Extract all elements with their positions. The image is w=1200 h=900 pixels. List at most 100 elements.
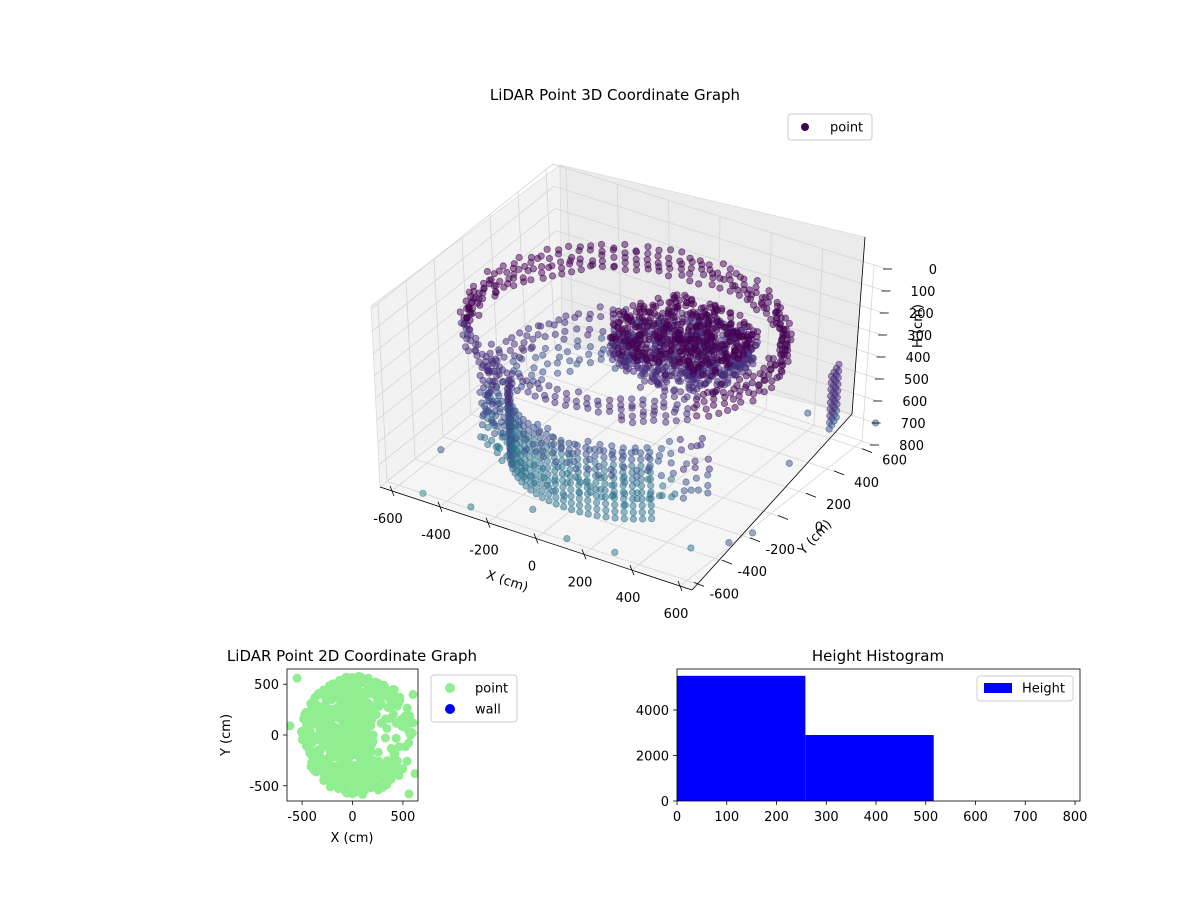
point-3d bbox=[490, 429, 499, 438]
point-3d bbox=[597, 493, 606, 501]
point-3d bbox=[777, 357, 785, 365]
point-3d bbox=[691, 464, 699, 472]
point-3d bbox=[515, 253, 523, 262]
point-3d bbox=[675, 358, 684, 367]
point-3d bbox=[584, 503, 592, 511]
point-3d bbox=[638, 508, 647, 517]
x-tick-label-3d: 0 bbox=[528, 560, 536, 575]
point-3d bbox=[565, 439, 573, 447]
point-3d bbox=[760, 364, 768, 372]
point-3d bbox=[687, 544, 695, 552]
point-3d bbox=[610, 262, 618, 270]
point-3d bbox=[715, 409, 723, 417]
point-3d bbox=[704, 455, 713, 463]
y-axis-line bbox=[691, 413, 853, 591]
x-tick-label-3d: -200 bbox=[469, 544, 499, 559]
point-2d bbox=[360, 712, 370, 722]
point-3d bbox=[724, 376, 732, 384]
y-tick-3d bbox=[693, 582, 705, 587]
x-tick-label-histogram: 200 bbox=[764, 810, 789, 825]
point-3d bbox=[704, 481, 712, 490]
point-3d bbox=[462, 325, 470, 333]
point-3d bbox=[625, 343, 633, 351]
point-3d bbox=[646, 348, 655, 356]
point-3d bbox=[785, 459, 793, 467]
point-3d bbox=[716, 284, 724, 292]
z-tick-label-3d: 700 bbox=[901, 417, 926, 432]
point-3d bbox=[746, 332, 754, 340]
point-3d bbox=[608, 442, 616, 450]
point-3d bbox=[566, 357, 574, 365]
point-3d bbox=[567, 499, 575, 507]
point-3d bbox=[592, 498, 601, 506]
point-3d bbox=[655, 358, 663, 366]
point-3d bbox=[611, 548, 619, 556]
point-3d bbox=[615, 310, 624, 318]
point-3d bbox=[676, 326, 685, 334]
point-2d bbox=[323, 712, 333, 722]
grid-line-h bbox=[370, 163, 888, 310]
point-3d bbox=[753, 306, 761, 314]
point-3d bbox=[553, 369, 562, 377]
point-3d bbox=[740, 335, 748, 343]
point-3d bbox=[521, 262, 529, 271]
point-3d bbox=[616, 395, 625, 403]
point-3d bbox=[496, 404, 504, 413]
point-2d bbox=[353, 715, 363, 725]
point-3d bbox=[687, 442, 695, 451]
y-tick-3d bbox=[805, 492, 817, 498]
point-2d bbox=[354, 671, 364, 681]
point-3d bbox=[633, 495, 641, 503]
histogram-title: Height Histogram bbox=[812, 647, 944, 665]
point-3d bbox=[677, 446, 686, 454]
point-3d bbox=[553, 359, 562, 367]
point-3d bbox=[571, 440, 579, 448]
point-3d bbox=[827, 372, 836, 380]
x-tick-3d bbox=[677, 580, 683, 592]
x-tick-3d bbox=[629, 565, 635, 576]
point-3d bbox=[693, 385, 701, 393]
point-3d bbox=[575, 356, 584, 364]
point-3d bbox=[531, 392, 539, 400]
x-tick-label-histogram: 800 bbox=[1063, 810, 1088, 825]
point-3d bbox=[644, 250, 652, 258]
legend-3d-frame bbox=[787, 113, 873, 141]
point-3d bbox=[587, 242, 595, 250]
x-tick-label-2d: 500 bbox=[390, 810, 415, 825]
x-tick-3d bbox=[581, 549, 587, 560]
point-3d bbox=[503, 404, 511, 412]
point-3d bbox=[484, 423, 492, 432]
point-3d bbox=[705, 261, 713, 269]
point-3d bbox=[596, 303, 604, 311]
point-3d bbox=[660, 384, 669, 392]
point-3d bbox=[529, 505, 537, 513]
z-tick-label-3d: 800 bbox=[899, 439, 924, 454]
point-3d bbox=[785, 319, 794, 327]
point-3d bbox=[551, 476, 559, 485]
point-3d bbox=[537, 439, 546, 447]
point-3d bbox=[548, 272, 557, 280]
point-3d bbox=[628, 402, 636, 410]
point-3d bbox=[713, 269, 722, 277]
x-tick-label-3d: 600 bbox=[664, 607, 689, 622]
point-3d bbox=[679, 494, 688, 502]
point-2d bbox=[382, 723, 392, 733]
point-3d bbox=[643, 322, 652, 330]
point-3d bbox=[670, 362, 679, 370]
point-3d bbox=[715, 348, 723, 356]
legend-histogram-label: Height bbox=[1022, 682, 1065, 697]
point-3d bbox=[485, 276, 494, 284]
point-3d bbox=[493, 389, 502, 397]
point-3d bbox=[552, 458, 560, 466]
point-2d bbox=[376, 718, 386, 728]
point-3d bbox=[509, 459, 517, 467]
point-3d bbox=[540, 391, 549, 399]
point-3d bbox=[673, 401, 681, 409]
point-3d bbox=[492, 289, 500, 297]
point-3d bbox=[567, 485, 575, 494]
point-3d bbox=[557, 264, 566, 272]
point-3d bbox=[574, 388, 583, 396]
point-2d bbox=[402, 756, 412, 766]
point-3d bbox=[510, 260, 518, 268]
